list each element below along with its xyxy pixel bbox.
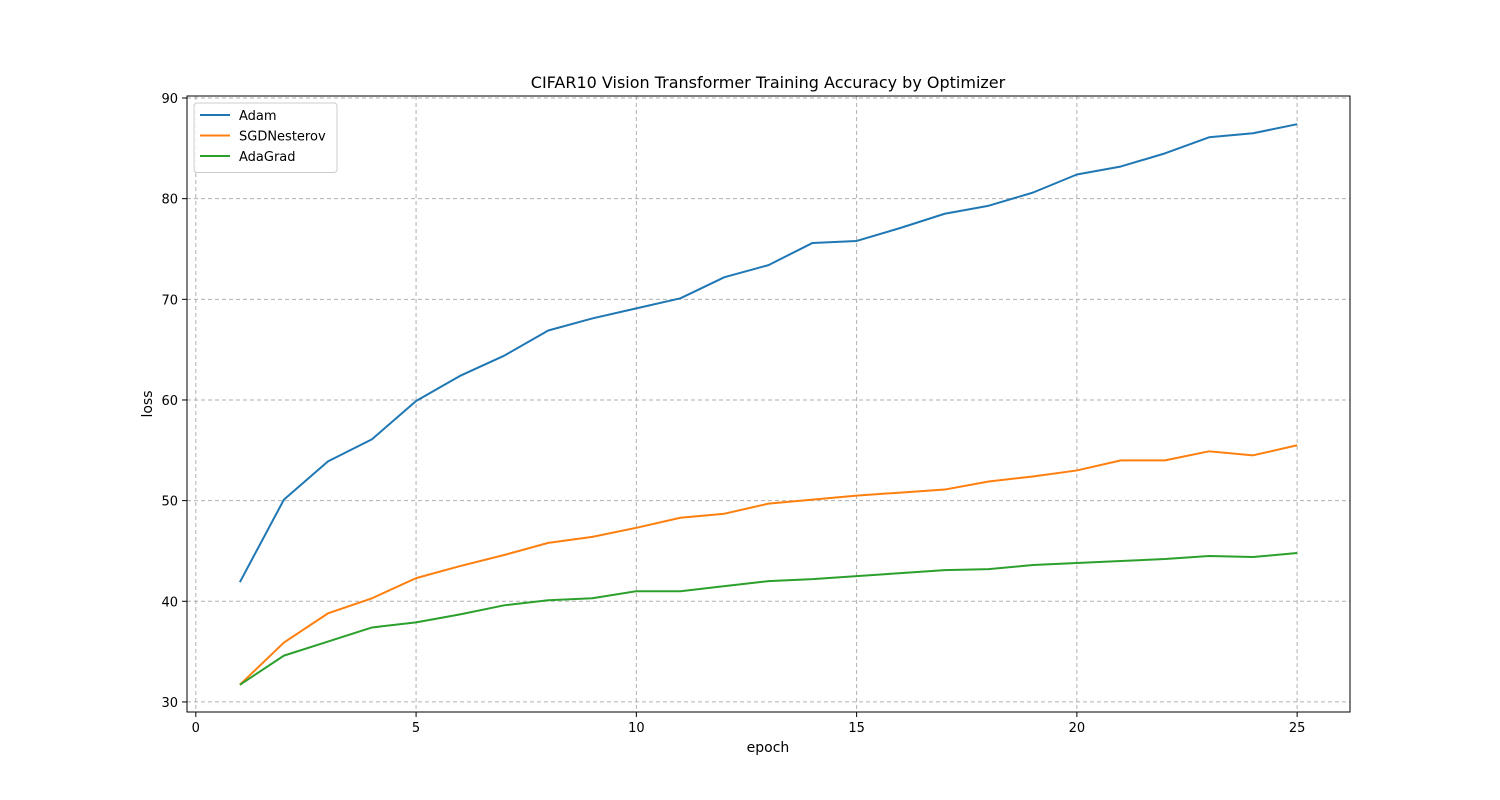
y-tick-label: 60 xyxy=(161,394,178,409)
series-line-sgdnesterov xyxy=(239,444,1298,686)
x-axis: 0 5 10 15 20 25 xyxy=(192,712,1306,736)
y-axis: 30 40 50 60 70 80 90 xyxy=(161,92,187,711)
legend-label: AdaGrad xyxy=(239,150,296,165)
y-tick-label: 50 xyxy=(161,495,178,510)
legend-label: SGDNesterov xyxy=(239,130,326,145)
y-axis-label: loss xyxy=(140,390,156,417)
y-tick-label: 40 xyxy=(161,595,178,610)
x-tick-label: 5 xyxy=(412,721,420,736)
x-tick-label: 25 xyxy=(1289,721,1306,736)
y-tick-label: 30 xyxy=(161,696,178,711)
x-tick-label: 10 xyxy=(628,721,645,736)
series-line-adam xyxy=(238,123,1298,583)
y-tick-label: 80 xyxy=(161,193,178,208)
legend-label: Adam xyxy=(239,109,277,124)
series-line-adagrad xyxy=(239,551,1298,686)
legend: Adam SGDNesterov AdaGrad xyxy=(193,102,338,173)
grid xyxy=(187,96,1350,712)
x-tick-label: 0 xyxy=(192,721,200,736)
y-tick-label: 90 xyxy=(161,92,178,107)
plot-area-frame xyxy=(186,95,1351,713)
x-axis-label: epoch xyxy=(747,740,790,756)
y-tick-label: 70 xyxy=(161,293,178,308)
x-tick-label: 15 xyxy=(848,721,865,736)
series-lines xyxy=(238,123,1298,686)
chart-title: CIFAR10 Vision Transformer Training Accu… xyxy=(531,73,1006,92)
x-tick-label: 20 xyxy=(1069,721,1086,736)
